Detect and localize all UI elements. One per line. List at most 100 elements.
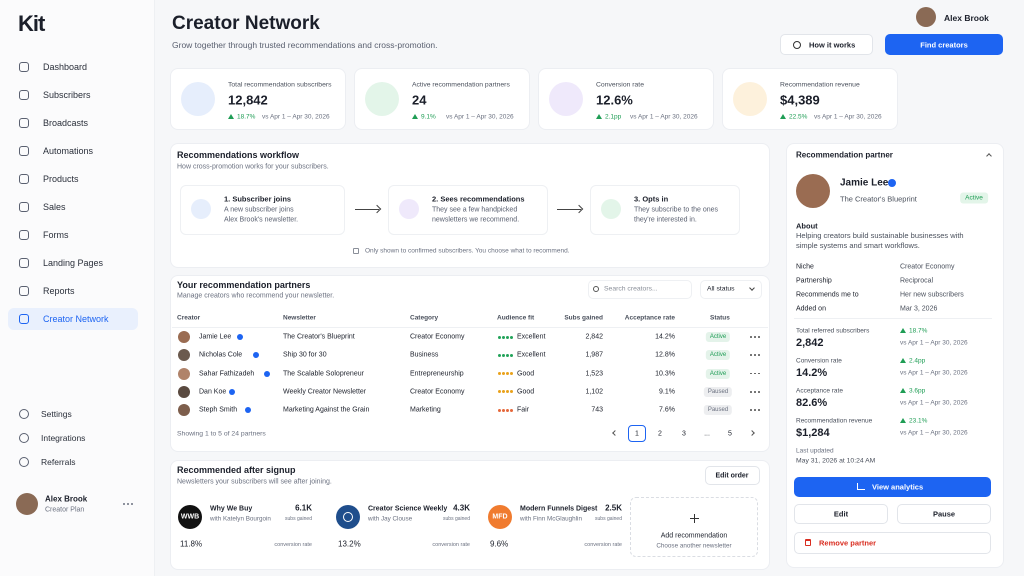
page-number[interactable]: 5	[728, 430, 732, 438]
newsletter-logo	[178, 505, 202, 529]
nav-item[interactable]: Dashboard	[43, 62, 88, 72]
user-name: Alex Brook	[944, 13, 989, 23]
conversion-label: conversion rate	[584, 542, 622, 548]
fit-dot	[497, 372, 501, 376]
fit-dot	[505, 372, 509, 376]
nav-icon	[19, 118, 29, 128]
creator-avatar	[178, 367, 190, 380]
row-menu-dot	[750, 391, 752, 393]
field-label: Added on	[796, 305, 826, 313]
creator-avatar	[178, 331, 190, 343]
nav-item[interactable]: Referrals	[41, 457, 76, 467]
stat-value: 12,842	[228, 92, 268, 108]
nav-item[interactable]: Integrations	[41, 433, 86, 443]
detail-title: Recommendation partner	[796, 150, 893, 160]
subs-gained: 2,842	[585, 333, 603, 341]
subs-gained: 1,102	[585, 388, 603, 396]
add-card[interactable]	[630, 497, 758, 557]
fit-dot	[497, 408, 501, 412]
page-number[interactable]: 3	[682, 430, 686, 438]
step-text: They subscribe to the ones	[634, 206, 719, 214]
stat-period: vs Apr 1 – Apr 30, 2026	[262, 113, 330, 121]
analytics-button[interactable]	[794, 477, 991, 497]
nav-item[interactable]: Forms	[43, 230, 69, 240]
more-dot	[131, 503, 133, 505]
step-text: newsletters we recommend.	[432, 216, 520, 224]
creator-avatar	[178, 349, 190, 362]
metric-period: vs Apr 1 – Apr 30, 2026	[900, 429, 968, 437]
status-badge: Active	[705, 332, 731, 342]
column-header: Category	[410, 314, 439, 322]
metric-period: vs Apr 1 – Apr 30, 2026	[900, 399, 968, 407]
search-box[interactable]	[588, 280, 692, 299]
metric-label: Conversion rate	[796, 357, 842, 365]
newsletter-logo-text: MFD	[492, 513, 508, 521]
nav-icon	[19, 258, 29, 268]
edit-order-label[interactable]: Edit order	[715, 472, 749, 480]
stat-change: 22.5%	[789, 113, 808, 121]
row-menu-dot	[754, 391, 756, 393]
nav-item[interactable]: Automations	[43, 146, 94, 156]
add-label[interactable]: Add recommendation	[660, 532, 728, 540]
fit-dot	[497, 353, 501, 357]
nav-icon	[19, 62, 29, 72]
nav-item[interactable]: Products	[43, 174, 79, 184]
stat-change: 9.1%	[421, 113, 436, 121]
nav-item[interactable]: Sales	[43, 202, 66, 212]
nav-item[interactable]: Subscribers	[43, 90, 91, 100]
metric-change: 3.6pp	[909, 387, 926, 395]
nav-item[interactable]: Landing Pages	[43, 258, 104, 268]
row-menu-dot	[758, 391, 760, 393]
pause-label[interactable]: Pause	[932, 509, 956, 519]
edit-label[interactable]: Edit	[833, 509, 849, 519]
subs-gained: 743	[591, 406, 603, 414]
metric-period: vs Apr 1 – Apr 30, 2026	[900, 339, 968, 347]
pause-button[interactable]	[897, 504, 991, 524]
creator-name: Jamie Lee	[199, 333, 232, 341]
verified-badge	[264, 370, 271, 377]
stat-icon	[549, 82, 583, 116]
nav-icon	[19, 174, 29, 184]
detail-rule	[794, 318, 992, 319]
remove-label[interactable]: Remove partner	[819, 538, 877, 548]
newsletter: The Creator's Blueprint	[283, 333, 355, 341]
edit-order-button[interactable]	[705, 466, 760, 485]
verified-badge	[237, 334, 244, 340]
remove-icon	[805, 539, 811, 546]
page-number[interactable]: ...	[704, 430, 710, 438]
how-button[interactable]	[780, 34, 873, 55]
newsletter-author: with Katelyn Bourgoin	[210, 515, 271, 523]
field-value: Mar 3, 2026	[900, 305, 938, 313]
how-icon	[793, 41, 801, 49]
page-number[interactable]: 1	[635, 430, 639, 438]
field-value: Reciprocal	[900, 277, 934, 285]
field-label: Niche	[796, 263, 814, 271]
more-dot	[127, 503, 129, 505]
add-sub: Choose another newsletter	[656, 542, 732, 550]
user-avatar	[916, 7, 936, 27]
nav-item[interactable]: Creator Network	[43, 314, 109, 324]
stat-value: 24	[412, 92, 427, 108]
page-number[interactable]: 2	[658, 430, 662, 438]
partners-subtitle: Manage creators who recommend your newsl…	[177, 292, 335, 300]
row-menu-dot	[754, 409, 756, 412]
metric-label: Recommendation revenue	[796, 417, 873, 425]
nav-icon	[19, 314, 29, 324]
audience-fit: Excellent	[517, 333, 546, 341]
stat-icon	[181, 82, 215, 116]
nav-item[interactable]: Settings	[41, 409, 72, 419]
analytics-label[interactable]: View analytics	[872, 482, 924, 492]
nav-item[interactable]: Broadcasts	[43, 118, 89, 128]
status-badge: Active	[705, 368, 731, 379]
filter-box[interactable]	[700, 280, 762, 299]
find-button[interactable]	[885, 34, 1003, 55]
edit-button[interactable]	[794, 504, 888, 524]
step-text: They see a few handpicked	[432, 206, 518, 214]
step-icon	[601, 199, 621, 219]
nav-item[interactable]: Reports	[43, 286, 75, 296]
nav-icon	[19, 90, 29, 100]
sidebar	[0, 0, 155, 576]
newsletter: The Scalable Solopreneur	[283, 370, 364, 378]
remove-button[interactable]	[794, 532, 991, 554]
page-title: Creator Network	[172, 13, 320, 34]
